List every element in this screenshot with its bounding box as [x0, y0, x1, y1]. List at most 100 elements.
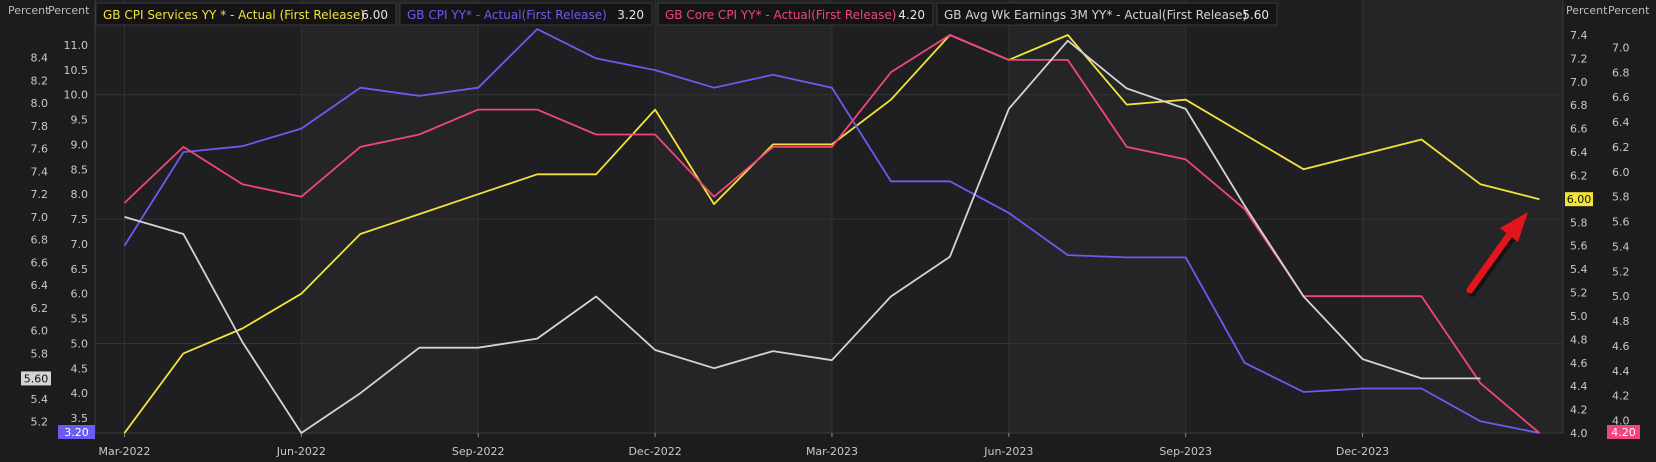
y-tick-label: 11.0: [64, 39, 89, 52]
y-tick-label: 9.5: [71, 114, 89, 127]
y-tick-label: 5.2: [1612, 265, 1630, 278]
y-tick-label: 4.2: [1612, 390, 1630, 403]
y-tick-label: 6.6: [31, 256, 49, 269]
y-tick-label: 4.4: [1612, 365, 1630, 378]
legend: GB CPI Services YY * - Actual (First Rel…: [95, 2, 1278, 26]
y-tick-label: 5.4: [1570, 263, 1588, 276]
y-axis-unit-label: Percent: [8, 4, 50, 17]
y-tick-label: 7.2: [1570, 52, 1588, 65]
y-tick-label: 4.5: [71, 362, 89, 375]
y-tick-label: 10.0: [64, 89, 89, 102]
x-tick-label: Dec-2022: [628, 445, 681, 458]
legend-series-name: GB CPI YY* - Actual(First Release): [407, 8, 607, 22]
y-tick-label: 4.8: [1612, 315, 1630, 328]
y-tick-label: 7.0: [1612, 41, 1630, 54]
y-tick-label: 7.0: [31, 211, 49, 224]
y-tick-label: 6.0: [71, 288, 89, 301]
last-value-badges: 6.00 3.20 4.20 5.60: [21, 192, 1640, 439]
legend-series-value: 5.60: [1242, 8, 1269, 22]
x-tick-label: Mar-2022: [98, 445, 150, 458]
y-tick-label: 5.8: [31, 347, 49, 360]
red-arrow-annotation: [1466, 212, 1528, 297]
legend-item-4: GB Avg Wk Earnings 3M YY* - Actual(First…: [936, 2, 1278, 26]
x-tick-label: Dec-2023: [1336, 445, 1389, 458]
date-band: [655, 0, 832, 433]
legend-series-value: 4.20: [898, 8, 925, 22]
legend-item-2: GB CPI YY* - Actual(First Release) 3.20: [399, 2, 653, 26]
y-tick-label: 5.8: [1570, 216, 1588, 229]
legend-box: [936, 2, 1278, 26]
date-band: [1362, 0, 1563, 433]
last-value-badge-text: 5.60: [24, 372, 49, 385]
y-tick-label: 6.8: [1612, 66, 1630, 79]
y-tick-label: 6.8: [31, 234, 49, 247]
y-tick-label: 8.5: [71, 163, 89, 176]
y-tick-label: 5.5: [71, 313, 89, 326]
last-value-badge-text: 6.00: [1567, 193, 1592, 206]
legend-series-value: 3.20: [617, 8, 644, 22]
series-line-2: [123, 28, 1540, 434]
y-tick-label: 8.0: [71, 188, 89, 201]
last-value-badge: [1607, 425, 1640, 439]
date-bands: [301, 0, 1563, 433]
x-tick-label: Sep-2023: [1159, 445, 1212, 458]
x-tick-label: Jun-2022: [276, 445, 326, 458]
y-tick-label: 10.5: [64, 64, 89, 77]
legend-series-name: GB Core CPI YY* - Actual(First Release): [665, 8, 896, 22]
y-tick-label: 3.5: [71, 412, 89, 425]
series-line-4: [124, 39, 1481, 434]
y-axis-unit-label: Percent: [48, 4, 90, 17]
y-tick-label: 7.2: [31, 188, 49, 201]
y-tick-label: 4.6: [1570, 357, 1588, 370]
date-band: [1008, 0, 1186, 433]
y-tick-label: 7.0: [71, 238, 89, 251]
last-value-badge: [21, 371, 51, 386]
y-axis-unit-label: Percent: [1608, 4, 1650, 17]
y-tick-label: 4.8: [1570, 333, 1588, 346]
y-tick-label: 8.4: [31, 52, 49, 65]
last-value-badge-text: 3.20: [64, 426, 89, 439]
y-tick-label: 6.4: [1612, 116, 1630, 129]
y-tick-label: 7.6: [31, 143, 49, 156]
series-line-1: [123, 34, 1540, 434]
red-arrow-head: [1500, 212, 1528, 242]
y-tick-label: 6.6: [1612, 91, 1630, 104]
axes: Percent 5.2 5.4 5.6 5.8 6.0 6.2 6.4 6.6 6.8 7.0 7.2…: [8, 0, 1650, 458]
y-tick-label: 6.0: [31, 325, 49, 338]
legend-item-1: GB CPI Services YY * - Actual (First Rel…: [95, 2, 397, 26]
series-lines: [123, 28, 1540, 434]
legend-item-3: GB Core CPI YY* - Actual(First Release) 4…: [657, 2, 934, 26]
y-tick-label: 7.4: [31, 165, 49, 178]
y-tick-label: 5.8: [1612, 191, 1630, 204]
y-tick-label: 4.0: [1612, 415, 1630, 428]
legend-box: [399, 2, 653, 26]
date-band: [301, 0, 479, 433]
legend-series-value: 6.00: [361, 8, 388, 22]
grid: [95, 0, 1563, 433]
y-tick-label: 6.6: [1570, 123, 1588, 136]
y-tick-label: 4.0: [1570, 427, 1588, 440]
y-tick-label: 6.8: [1570, 99, 1588, 112]
legend-series-name: GB Avg Wk Earnings 3M YY* - Actual(First…: [944, 8, 1247, 22]
legend-series-name: GB CPI Services YY * - Actual (First Rel…: [103, 8, 365, 22]
y-tick-label: 6.2: [31, 302, 49, 315]
y-tick-label: 7.5: [71, 213, 89, 226]
y-tick-label: 5.0: [1612, 290, 1630, 303]
last-value-badge: [58, 425, 95, 439]
y-tick-label: 4.4: [1570, 380, 1588, 393]
y-tick-label: 6.2: [1570, 169, 1588, 182]
x-tick-label: Mar-2023: [806, 445, 858, 458]
y-tick-label: 6.2: [1612, 141, 1630, 154]
y-tick-label: 5.6: [1570, 240, 1588, 253]
last-value-badge-text: 4.20: [1611, 426, 1636, 439]
y-axis-unit-label: Percent: [1566, 4, 1608, 17]
legend-box: [657, 2, 934, 26]
y-tick-label: 7.8: [31, 120, 49, 133]
y-tick-label: 8.0: [31, 97, 49, 110]
legend-box: [95, 2, 397, 26]
y-tick-label: 4.0: [71, 387, 89, 400]
y-tick-label: 9.0: [71, 138, 89, 151]
y-tick-label: 5.2: [31, 416, 49, 429]
last-value-badge: [1565, 192, 1593, 207]
